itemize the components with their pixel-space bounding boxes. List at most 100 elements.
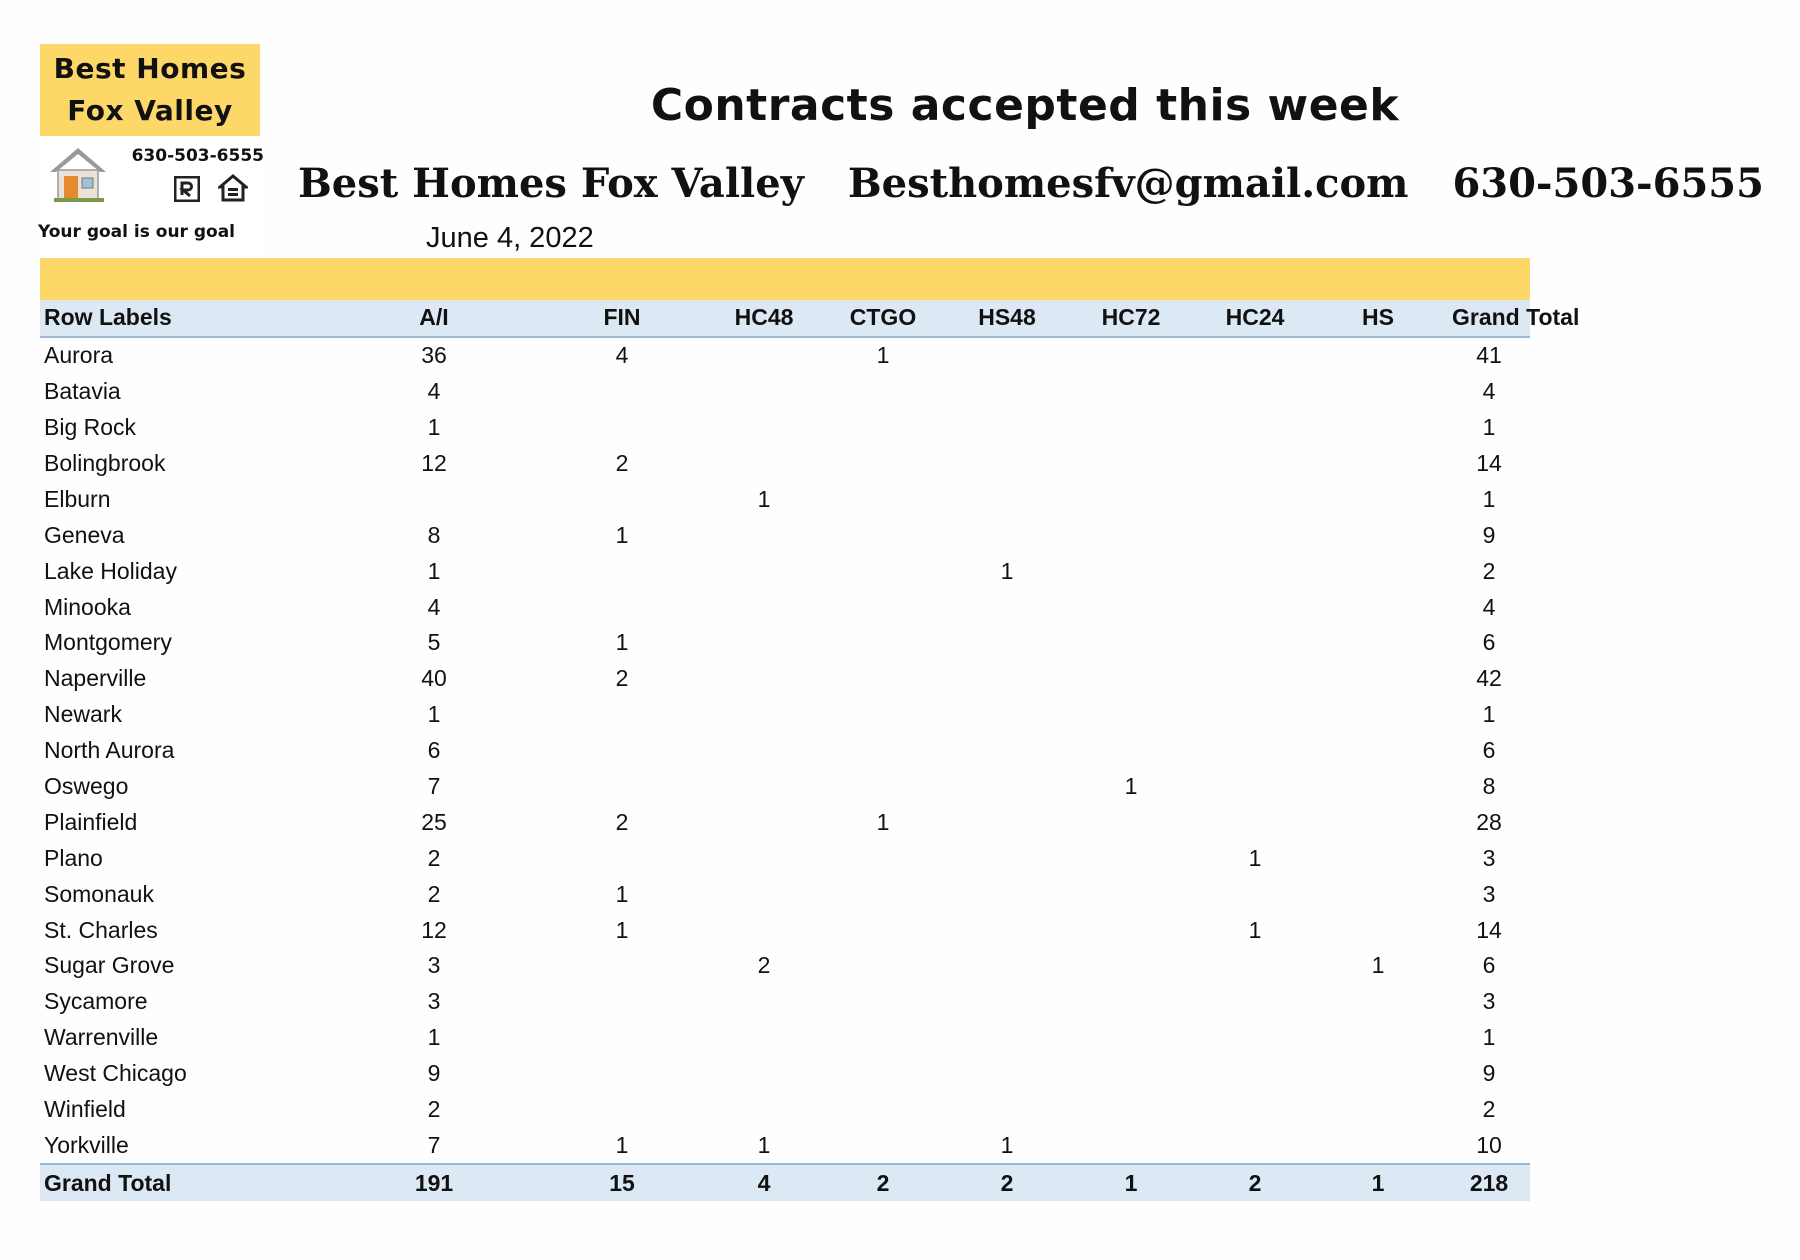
table-cell	[1308, 446, 1448, 482]
table-cell	[716, 337, 812, 374]
table-cell	[1308, 912, 1448, 948]
table-cell	[716, 733, 812, 769]
table-cell	[1308, 661, 1448, 697]
table-cell	[1308, 589, 1448, 625]
column-header: Grand Total	[1452, 304, 1580, 331]
table-cell	[1060, 1127, 1202, 1164]
table-row: Bolingbrook 12 2 14	[40, 446, 1530, 482]
table-cell	[954, 1020, 1060, 1056]
table-cell: 1	[427, 414, 441, 441]
grand-total-cell: 15	[609, 1169, 635, 1196]
table-cell	[528, 733, 716, 769]
table-cell	[716, 697, 812, 733]
row-label: West Chicago	[44, 1060, 187, 1087]
table-row: Aurora 36 4 1 41	[40, 337, 1530, 374]
table-cell	[812, 1092, 954, 1128]
table-cell	[1202, 876, 1308, 912]
table-cell	[1202, 1092, 1308, 1128]
table-cell	[1202, 481, 1308, 517]
table-cell: 1	[427, 557, 441, 584]
table-cell: 42	[1476, 665, 1502, 692]
table-cell	[528, 769, 716, 805]
table-cell: 6	[427, 737, 441, 764]
table-cell	[1308, 1056, 1448, 1092]
row-label: North Aurora	[44, 737, 175, 764]
table-cell: 4	[427, 378, 441, 405]
table-cell	[1060, 912, 1202, 948]
table-row: Big Rock 1 1	[40, 410, 1530, 446]
table-cell	[716, 912, 812, 948]
table-cell: 14	[1476, 916, 1502, 943]
column-header: HC48	[734, 304, 794, 331]
table-cell: 2	[427, 844, 441, 871]
table-row: Plainfield 25 2 1 28	[40, 804, 1530, 840]
grand-total-cell: 2	[1000, 1169, 1014, 1196]
table-cell	[528, 553, 716, 589]
table-row: Geneva 8 1 9	[40, 517, 1530, 553]
table-row: Batavia 4 4	[40, 374, 1530, 410]
table-cell	[1308, 769, 1448, 805]
table-cell	[954, 625, 1060, 661]
table-cell	[1308, 804, 1448, 840]
table-cell: 4	[1482, 378, 1496, 405]
table-cell	[1308, 733, 1448, 769]
table-cell	[716, 840, 812, 876]
table-cell	[954, 517, 1060, 553]
table-cell: 5	[427, 629, 441, 656]
column-header: HS	[1362, 304, 1394, 331]
table-cell	[1202, 374, 1308, 410]
row-label: Winfield	[44, 1096, 126, 1123]
table-cell	[528, 589, 716, 625]
table-cell	[716, 1020, 812, 1056]
table-cell	[812, 661, 954, 697]
table-cell	[1202, 1020, 1308, 1056]
table-cell: 3	[1482, 880, 1496, 907]
table-cell	[1308, 984, 1448, 1020]
table-cell: 28	[1476, 808, 1502, 835]
table-cell: 3	[1482, 988, 1496, 1015]
table-cell: 1	[1482, 414, 1496, 441]
table-cell	[528, 948, 716, 984]
table-cell: 1	[615, 880, 629, 907]
table-cell	[1308, 840, 1448, 876]
table-cell	[1202, 625, 1308, 661]
table-cell	[812, 374, 954, 410]
table-cell: 1	[1000, 1131, 1014, 1158]
table-row: Oswego 7 1 8	[40, 769, 1530, 805]
row-label: Naperville	[44, 665, 147, 692]
table-cell: 12	[421, 916, 447, 943]
table-cell: 1	[1482, 1024, 1496, 1051]
table-cell: 1	[1000, 557, 1014, 584]
table-cell	[812, 948, 954, 984]
table-row: Naperville 40 2 42	[40, 661, 1530, 697]
table-cell	[1308, 374, 1448, 410]
row-label: Big Rock	[44, 414, 137, 441]
table-cell: 1	[615, 1131, 629, 1158]
table-cell	[1202, 337, 1308, 374]
table-cell: 2	[427, 880, 441, 907]
table-row: Sugar Grove 3 2 1 6	[40, 948, 1530, 984]
table-cell	[1060, 948, 1202, 984]
table-cell	[1202, 1056, 1308, 1092]
table-cell	[1308, 410, 1448, 446]
table-cell: 4	[427, 593, 441, 620]
grand-total-cell: 4	[757, 1169, 771, 1196]
table-cell	[716, 446, 812, 482]
table-cell: 2	[1482, 1096, 1496, 1123]
table-cell	[954, 337, 1060, 374]
contact-email[interactable]: Besthomesfv@gmail.com	[847, 160, 1409, 207]
table-cell	[1060, 984, 1202, 1020]
table-cell: 3	[427, 988, 441, 1015]
table-row: West Chicago 9 9	[40, 1056, 1530, 1092]
table-cell: 1	[1371, 952, 1385, 979]
table-row: Minooka 4 4	[40, 589, 1530, 625]
table-cell: 10	[1476, 1131, 1502, 1158]
table-cell	[716, 661, 812, 697]
table-cell: 1	[1482, 701, 1496, 728]
grand-total-label: Grand Total	[44, 1169, 172, 1196]
row-label: Yorkville	[44, 1131, 129, 1158]
table-cell: 2	[615, 808, 629, 835]
table-row: Plano 2 1 3	[40, 840, 1530, 876]
table-cell: 2	[757, 952, 771, 979]
company-logo: Best Homes Fox Valley 630-503-6555 Your …	[38, 42, 264, 252]
